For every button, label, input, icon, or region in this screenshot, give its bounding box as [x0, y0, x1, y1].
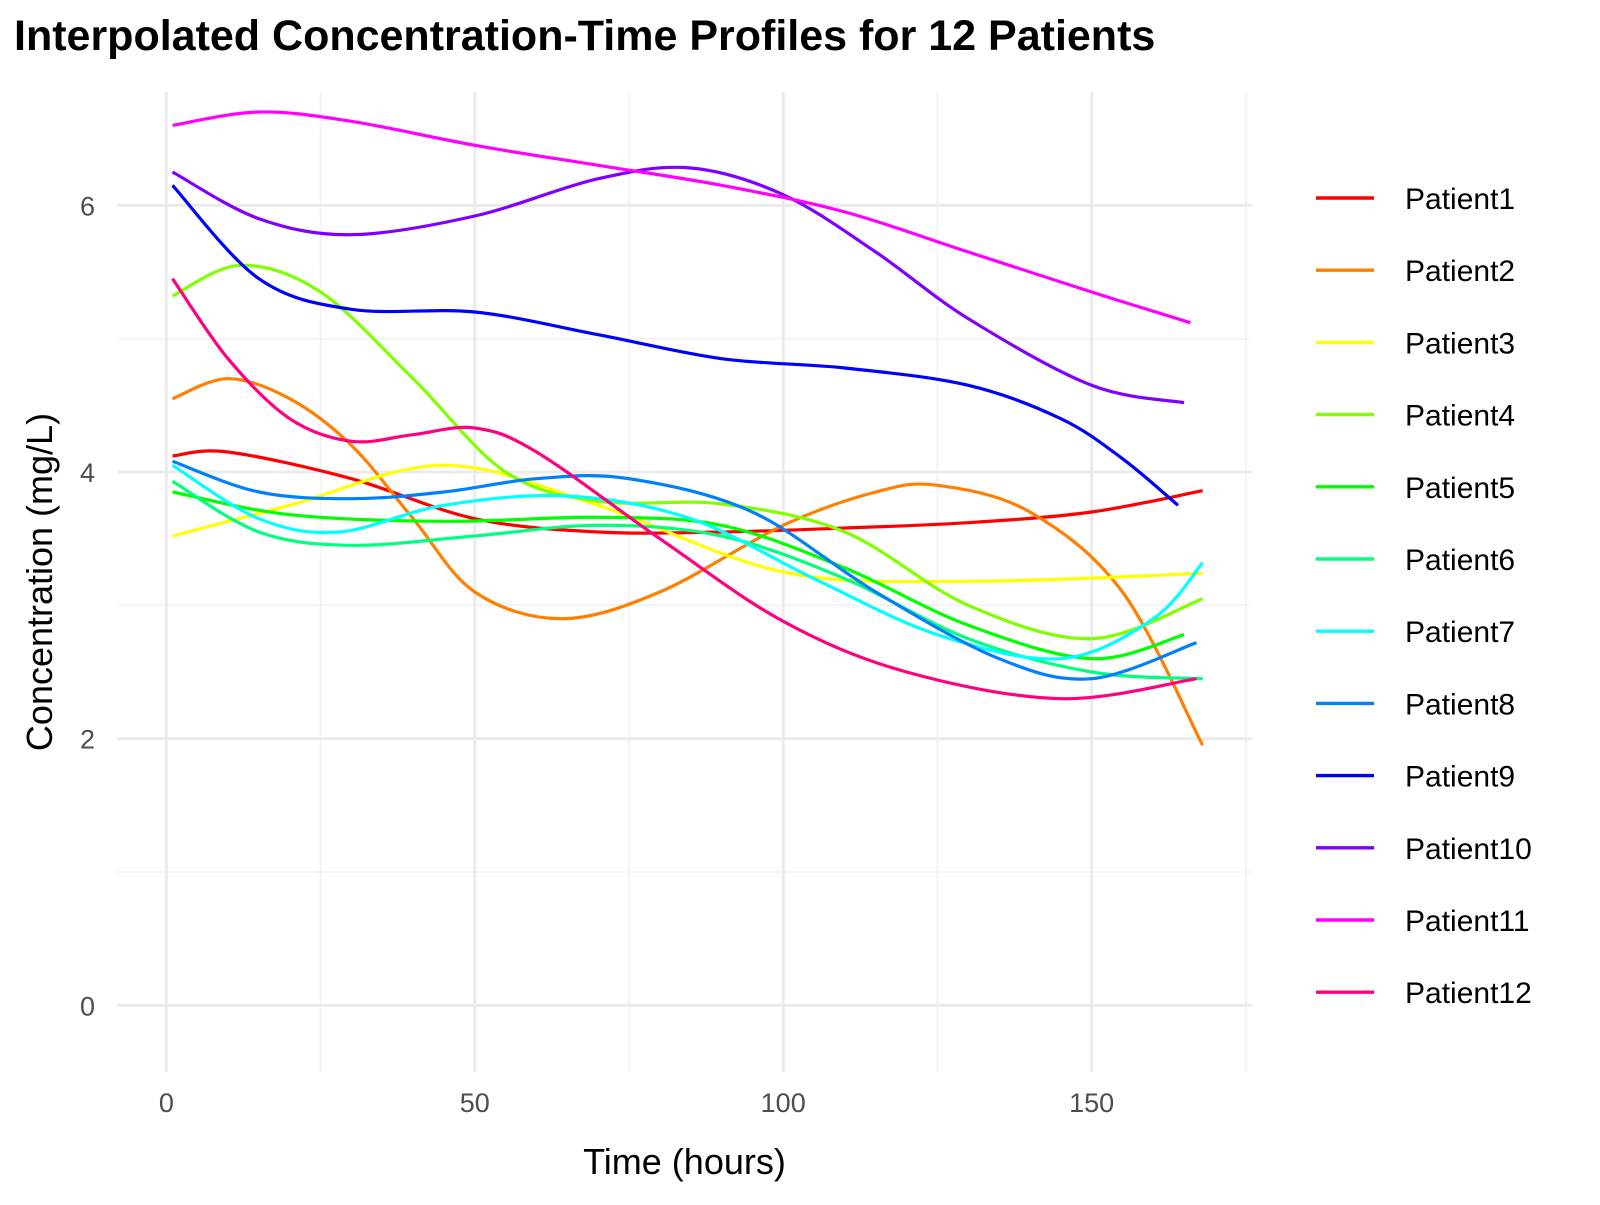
legend-item: Patient1	[1316, 183, 1515, 216]
legend-label: Patient8	[1405, 688, 1515, 721]
y-tick-label: 6	[80, 191, 95, 221]
y-tick-label: 4	[80, 458, 95, 488]
x-tick-label: 150	[1069, 1088, 1114, 1118]
legend-label: Patient1	[1405, 183, 1515, 216]
legend-label: Patient12	[1405, 977, 1532, 1010]
series-line-patient1	[172, 449, 1203, 535]
series-line-patient7	[171, 463, 1204, 661]
y-axis-title: Concentration (mg/L)	[19, 413, 60, 751]
legend-label: Patient10	[1405, 833, 1532, 866]
series-lines	[171, 110, 1205, 747]
legend-label: Patient6	[1405, 544, 1515, 577]
legend-item: Patient9	[1316, 761, 1515, 794]
legend-label: Patient5	[1405, 472, 1515, 505]
chart-title: Interpolated Concentration-Time Profiles…	[14, 12, 1156, 60]
legend-item: Patient10	[1316, 833, 1532, 866]
x-tick-label: 100	[761, 1088, 806, 1118]
legend-item: Patient6	[1316, 544, 1515, 577]
x-tick-label: 50	[460, 1088, 490, 1118]
legend-item: Patient11	[1316, 905, 1530, 938]
y-tick-label: 2	[80, 725, 95, 755]
legend-item: Patient2	[1316, 255, 1515, 288]
legend-item: Patient7	[1316, 616, 1515, 649]
legend-item: Patient3	[1316, 327, 1515, 360]
series-line-patient5	[172, 490, 1185, 661]
series-line-patient10	[171, 165, 1185, 405]
series-line-patient8	[171, 459, 1198, 681]
legend-item: Patient12	[1316, 977, 1532, 1010]
axes: 0 50 100 150 0 2 4 6 Time (hours) Concentration (…	[19, 191, 1114, 1182]
series-line-patient12	[171, 277, 1197, 701]
series-line-patient9	[171, 184, 1180, 507]
legend-item: Patient4	[1316, 400, 1515, 433]
legend-label: Patient4	[1405, 400, 1515, 433]
x-axis-title: Time (hours)	[583, 1141, 786, 1182]
grid	[117, 92, 1252, 1072]
legend-label: Patient3	[1405, 327, 1515, 360]
legend: Patient1 Patient2 Patient3 Patient4 Patient5…	[1316, 183, 1532, 1010]
legend-item: Patient5	[1316, 472, 1515, 505]
legend-label: Patient11	[1405, 905, 1530, 938]
legend-label: Patient7	[1405, 616, 1515, 649]
series-line-patient4	[171, 263, 1204, 641]
y-tick-label: 0	[80, 991, 95, 1021]
legend-item: Patient8	[1316, 688, 1515, 721]
legend-label: Patient2	[1405, 255, 1515, 288]
x-tick-label: 0	[159, 1088, 174, 1118]
series-line-patient11	[172, 110, 1191, 325]
series-line-patient2	[171, 377, 1205, 747]
legend-label: Patient9	[1405, 761, 1515, 794]
